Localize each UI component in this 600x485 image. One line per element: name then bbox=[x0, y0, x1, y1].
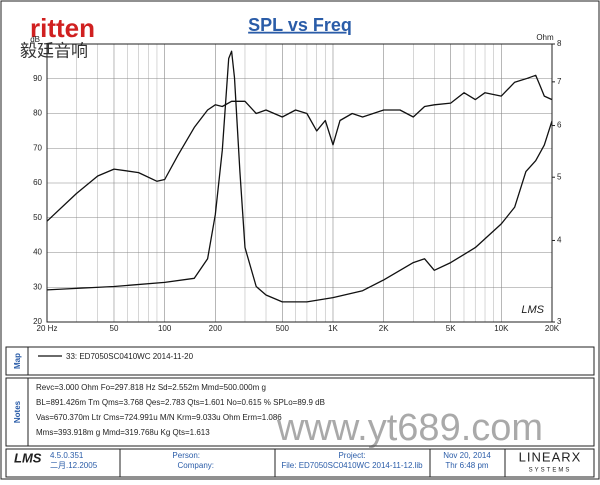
y-tick-label: 50 bbox=[33, 213, 42, 222]
footer-file: File: ED7050SC0410WC 2014-11-12.lib bbox=[281, 461, 423, 470]
y-tick-label: 80 bbox=[33, 109, 42, 118]
y-tick-label: 90 bbox=[33, 74, 42, 83]
x-tick-label: 20K bbox=[545, 324, 560, 333]
y2-label: Ohm bbox=[536, 33, 554, 42]
notes-panel bbox=[5, 377, 595, 447]
logo-sub: 毅廷音响 bbox=[20, 41, 88, 60]
y2-tick-label: 4 bbox=[557, 236, 562, 245]
y2-tick-label: 7 bbox=[557, 77, 562, 86]
legend-entry: 33: ED7050SC0410WC 2014-11-20 bbox=[66, 352, 194, 361]
x-tick-label: 100 bbox=[158, 324, 172, 333]
x-tick-label: 20 Hz bbox=[37, 324, 58, 333]
footer-version: 4.5.0.351 bbox=[50, 451, 84, 460]
series-line bbox=[46, 74, 553, 222]
x-tick-label: 1K bbox=[328, 324, 338, 333]
map-panel bbox=[5, 346, 595, 376]
notes: Revc=3.000 Ohm Fo=297.818 Hz Sd=2.552m M… bbox=[36, 383, 325, 437]
y-tick-label: 70 bbox=[33, 143, 42, 152]
notes-line: BL=891.426m Tm Qms=3.768 Qes=2.783 Qts=1… bbox=[36, 398, 325, 407]
footer-print-time: Thr 6:48 pm bbox=[445, 461, 488, 470]
y-tick-label: 60 bbox=[33, 178, 42, 187]
overlay-watermark: www.yt689.com bbox=[276, 407, 543, 449]
y-label: dB bbox=[30, 35, 40, 44]
footer-project: Project: bbox=[338, 451, 365, 460]
plot-frame bbox=[46, 43, 553, 323]
logo: ritten bbox=[30, 13, 95, 43]
y2-tick-label: 3 bbox=[557, 317, 562, 326]
notes-line: Revc=3.000 Ohm Fo=297.818 Hz Sd=2.552m M… bbox=[36, 383, 266, 392]
plot-watermark: LMS bbox=[521, 304, 544, 316]
map-label: Map bbox=[13, 353, 22, 369]
plot: 20 Hz 50 100 200 500 1K 2K 5K 10K 20K 20 30 40 50 60 70… bbox=[33, 39, 562, 333]
footer-person: Person: bbox=[172, 451, 200, 460]
x-tick-label: 10K bbox=[494, 324, 509, 333]
y2-tick-label: 5 bbox=[557, 172, 562, 181]
y2-tick-label: 8 bbox=[557, 39, 562, 48]
footer-app: LMS bbox=[14, 450, 42, 465]
series-line bbox=[46, 50, 553, 303]
notes-label: Notes bbox=[13, 400, 22, 423]
x-tick-label: 50 bbox=[110, 324, 119, 333]
footer-print-date: Nov 20, 2014 bbox=[443, 451, 491, 460]
x-tick-label: 5K bbox=[446, 324, 456, 333]
footer-vendor-sub: SYSTEMS bbox=[529, 468, 572, 474]
x-tick-label: 2K bbox=[379, 324, 389, 333]
notes-line: Vas=670.370m Ltr Cms=724.991u M/N Krm=9.… bbox=[36, 413, 282, 422]
y-tick-label: 20 bbox=[33, 317, 42, 326]
footer-company: Company: bbox=[178, 461, 214, 470]
footer-vendor: LINEARX bbox=[519, 449, 582, 464]
footer-date: 二月.12.2005 bbox=[50, 461, 98, 470]
y-tick-label: 30 bbox=[33, 282, 42, 291]
y-tick-label: 40 bbox=[33, 248, 42, 257]
footer bbox=[5, 448, 595, 478]
y2-tick-label: 6 bbox=[557, 121, 562, 130]
notes-line: Mms=393.918m g Mmd=319.768u Kg Qts=1.613 bbox=[36, 428, 210, 437]
chart-title: SPL vs Freq bbox=[248, 15, 352, 35]
x-tick-label: 200 bbox=[209, 324, 223, 333]
x-tick-label: 500 bbox=[276, 324, 290, 333]
